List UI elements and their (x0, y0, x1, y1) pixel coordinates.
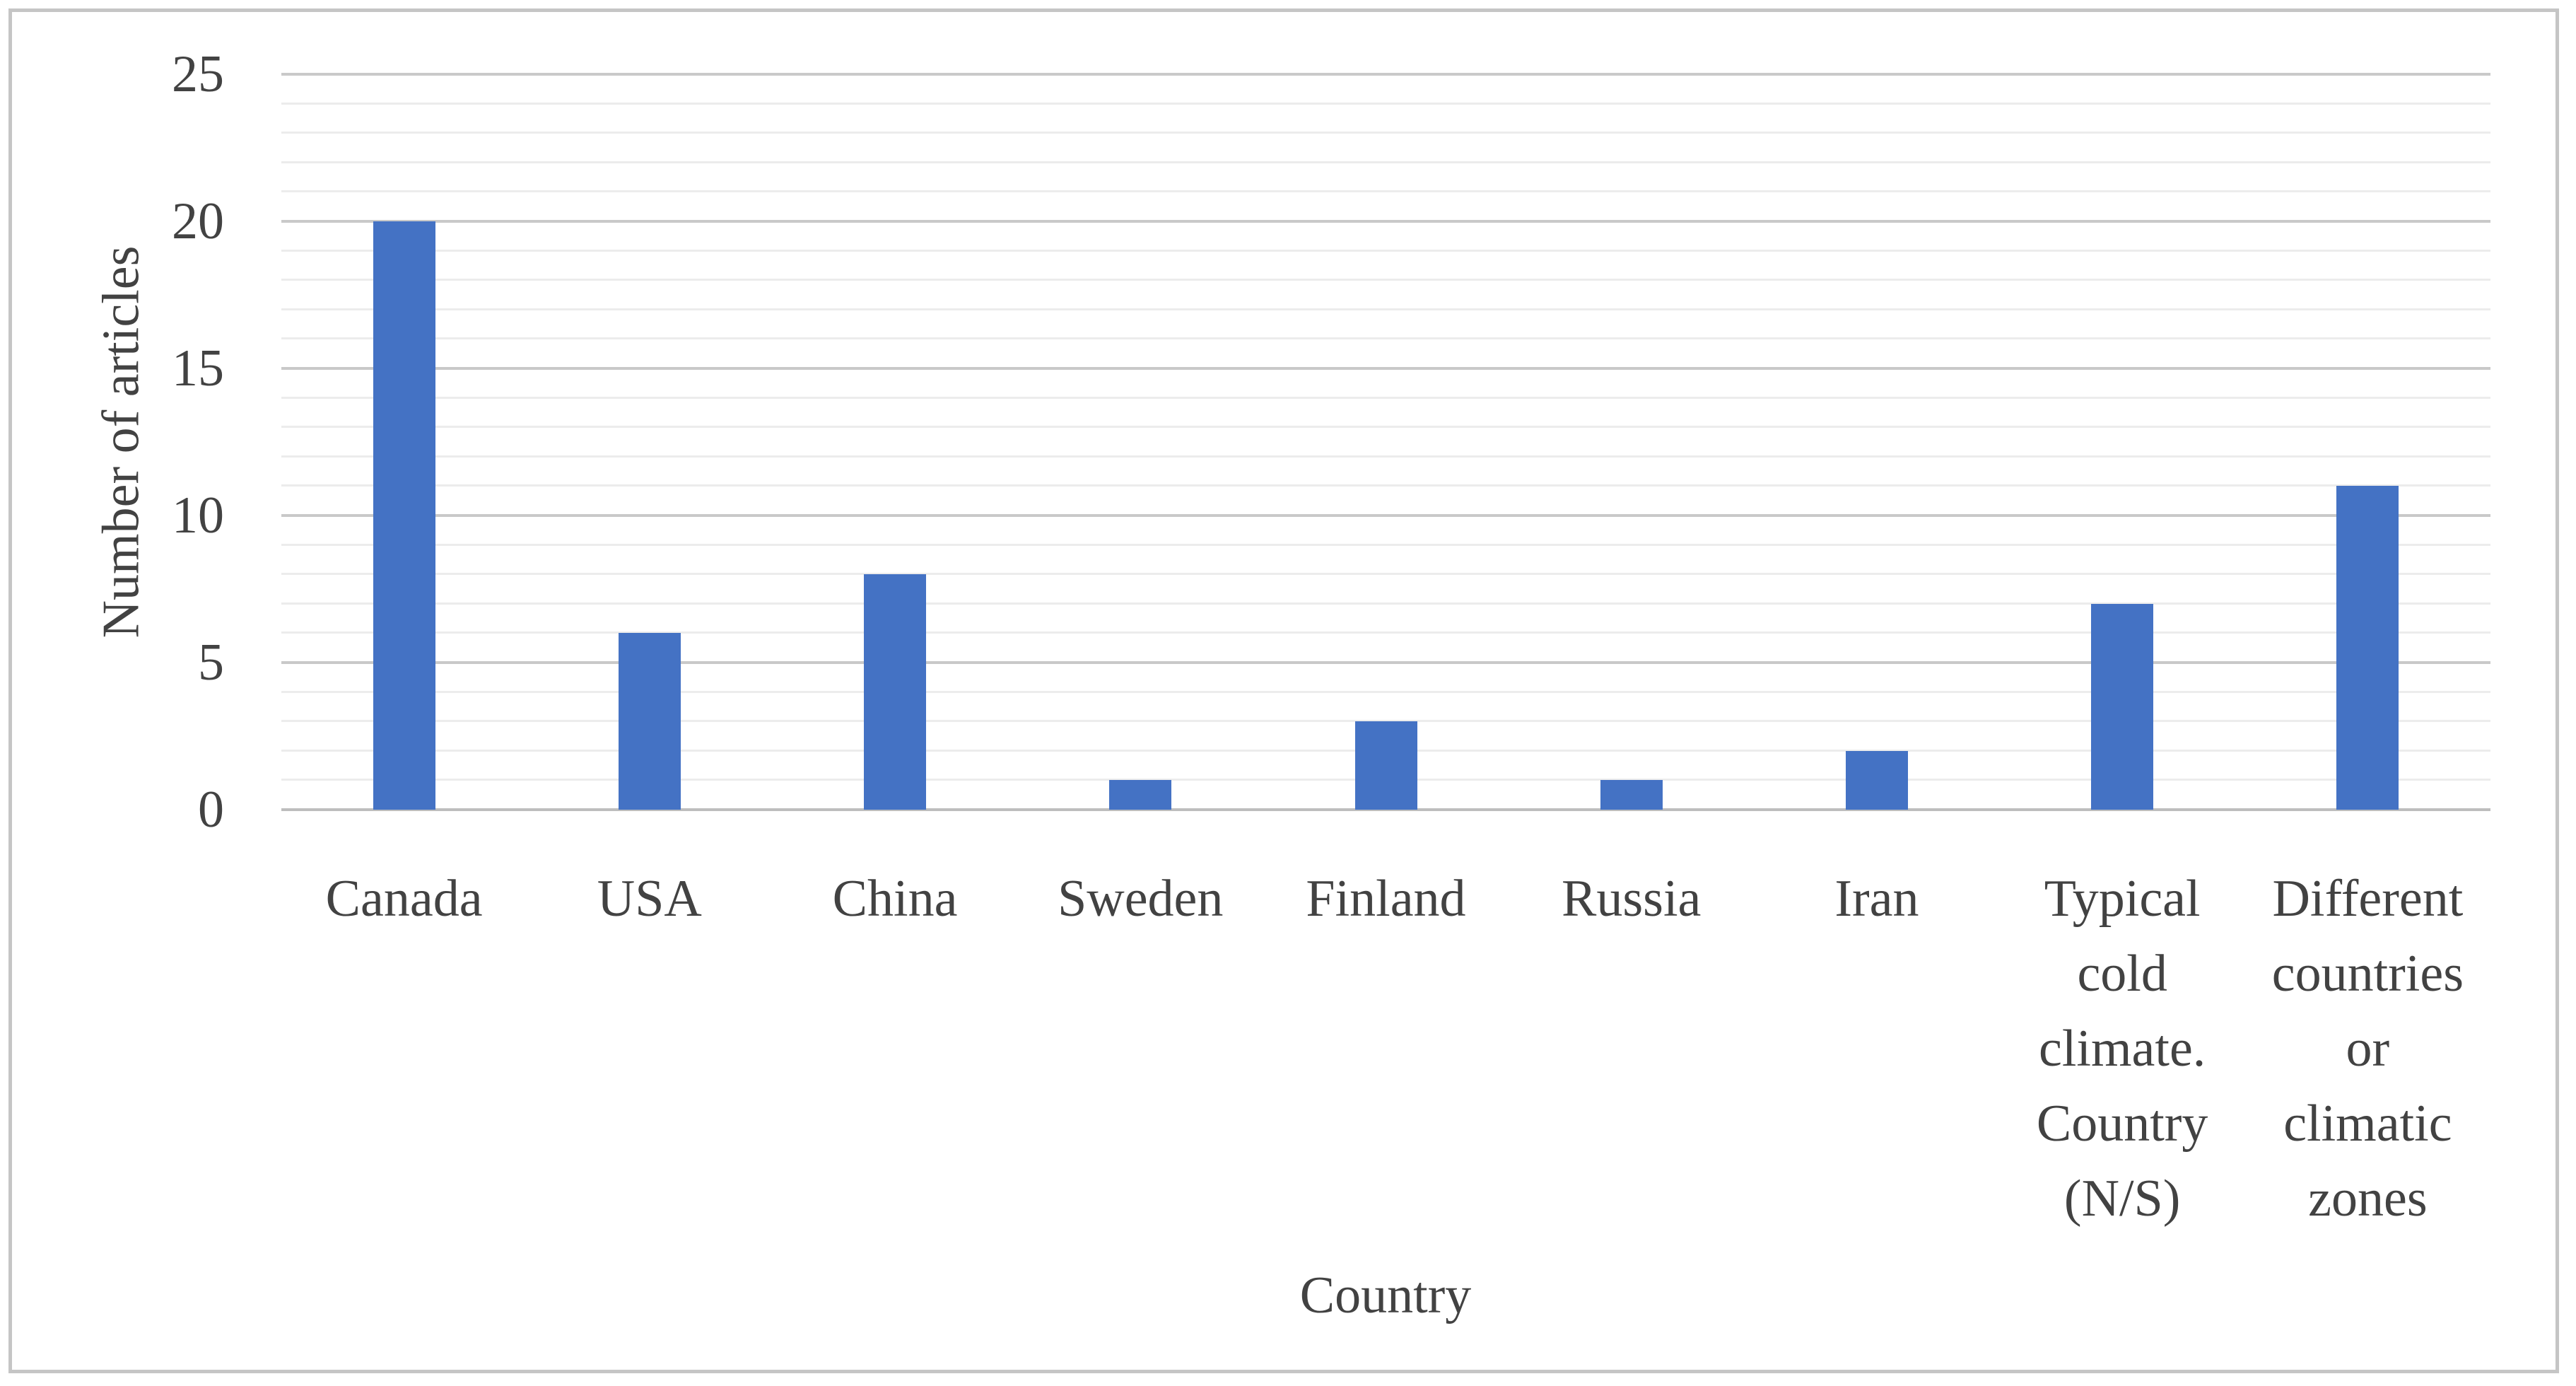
x-axis-title: Country (1299, 1266, 1472, 1324)
minor-gridline (281, 102, 2490, 105)
x-category-label: Sweden (1058, 870, 1224, 928)
y-tick-label: 15 (172, 339, 224, 397)
minor-gridline (281, 720, 2490, 723)
x-category-label: Canada (325, 870, 483, 928)
x-category-label: Different countries or climatic zones (2271, 870, 2464, 1228)
bar (1109, 780, 1172, 810)
major-gridline (281, 220, 2490, 223)
bar (1845, 750, 1908, 810)
minor-gridline (281, 308, 2490, 310)
y-tick-label: 10 (172, 487, 224, 544)
y-tick-label: 5 (198, 634, 224, 692)
minor-gridline (281, 631, 2490, 634)
x-category-label: China (832, 870, 958, 928)
minor-gridline (281, 455, 2490, 458)
x-category-label: Russia (1562, 870, 1702, 928)
bar (2336, 486, 2399, 810)
minor-gridline (281, 426, 2490, 429)
minor-gridline (281, 161, 2490, 163)
major-gridline (281, 73, 2490, 76)
minor-gridline (281, 602, 2490, 605)
figure-border (8, 8, 2559, 1373)
major-gridline (281, 661, 2490, 664)
minor-gridline (281, 484, 2490, 487)
x-category-label: USA (597, 870, 702, 928)
plot-area (281, 73, 2490, 811)
y-tick-label: 25 (172, 45, 224, 103)
minor-gridline (281, 690, 2490, 693)
bar (2091, 603, 2154, 810)
x-category-label: Iran (1834, 870, 1919, 928)
minor-gridline (281, 190, 2490, 193)
x-category-label: Typical cold climate. Country (N/S) (2036, 870, 2208, 1228)
bar (618, 633, 681, 810)
minor-gridline (281, 337, 2490, 340)
y-tick-label: 20 (172, 192, 224, 250)
bar (1600, 780, 1663, 810)
bar (373, 221, 435, 810)
minor-gridline (281, 543, 2490, 546)
minor-gridline (281, 249, 2490, 252)
y-tick-label: 0 (198, 781, 224, 839)
x-category-label: Finland (1306, 870, 1466, 928)
y-axis-title: Number of articles (92, 245, 151, 639)
minor-gridline (281, 573, 2490, 576)
minor-gridline (281, 279, 2490, 281)
major-gridline (281, 367, 2490, 370)
minor-gridline (281, 132, 2490, 134)
bar (1354, 721, 1417, 810)
bar (864, 574, 927, 810)
minor-gridline (281, 396, 2490, 399)
x-axis-line (281, 808, 2490, 811)
major-gridline (281, 514, 2490, 517)
